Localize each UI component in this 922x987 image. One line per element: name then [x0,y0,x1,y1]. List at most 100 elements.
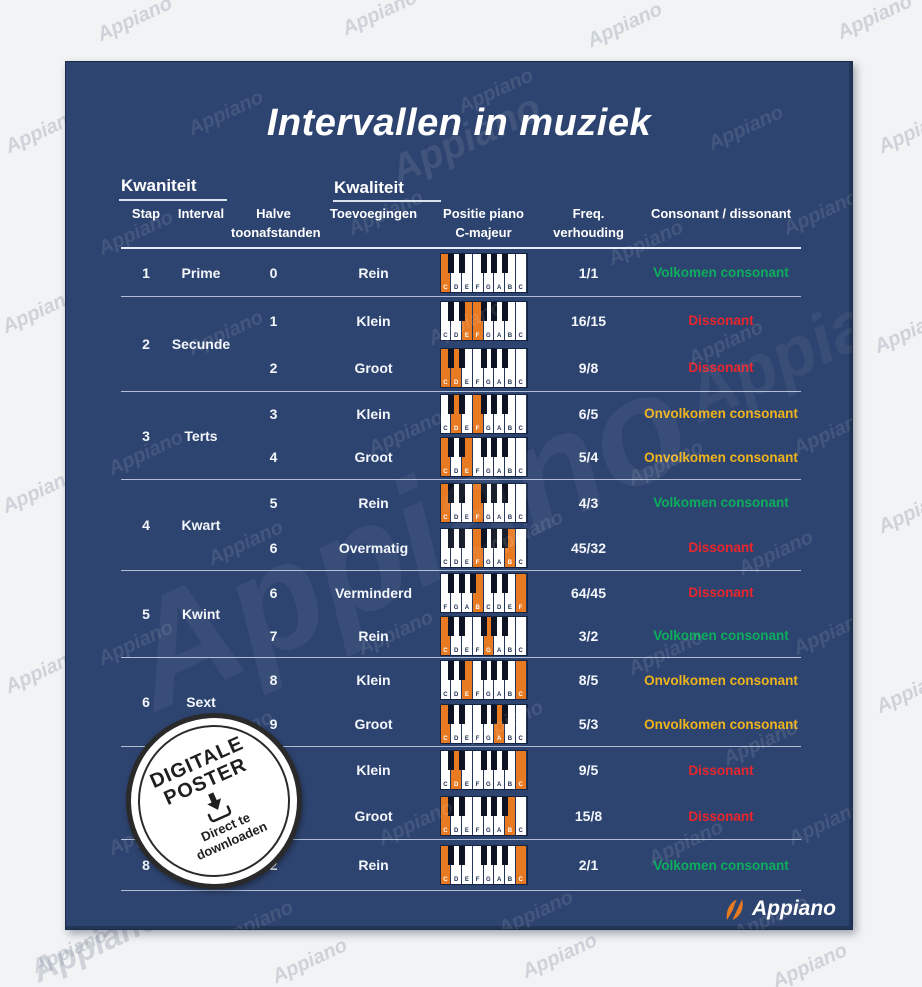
col-header-interval: Interval [177,206,225,221]
piano-key-B: B [505,797,516,835]
piano-key-label: F [475,425,480,432]
piano-black-key [502,846,508,865]
piano-key-label: G [486,782,491,788]
piano-key-E: E [462,797,473,835]
piano-black-key [459,751,465,770]
piano-black-key [502,301,508,321]
table-row: 6 Verminderd F G A B C D E F 64/45 Dissonant [231,571,801,614]
piano-black-key [459,573,465,593]
piano-key-F: F [472,705,484,743]
piano-black-key [480,394,487,414]
halve-toonafstanden-cell: 9 [269,716,278,732]
piano-key-label: D [453,782,459,788]
toevoeging-cell: Groot [354,716,393,732]
piano-key-G: G [483,301,495,340]
piano-key-D: D [451,528,462,567]
piano-key-C: C [515,438,527,477]
col-header-positie-line1: Positie piano [443,206,524,221]
piano-black-key [491,253,498,273]
piano-key-label: G [486,332,491,339]
table-row: 0 Rein C D E F G A B C 1/1 Volkomen consonant [231,249,801,296]
piano-black-key [480,253,487,273]
interval-cell: Sext [186,694,216,710]
stap-cell: 8 [142,857,150,873]
piano-key-label: C [443,332,448,339]
piano-black-key [459,253,465,273]
consonant-label: Volkomen consonant [653,628,789,643]
piano-key-label: F [475,514,480,521]
piano-key-G: G [483,483,495,522]
consonant-label: Dissonant [688,762,754,778]
piano-key-label: C [443,469,448,476]
piano-key-label: C [443,877,448,883]
piano-black-key [491,797,498,816]
piano-key-B: B [505,348,516,387]
freq-verhouding-cell: 9/5 [578,762,599,778]
piano-key-C: C [440,751,452,789]
piano-black-key [491,348,498,368]
appiano-logo-icon [726,899,743,920]
halve-toonafstanden-cell: 6 [269,584,278,601]
piano-key-G: G [483,661,495,699]
table-row: 4 Groot C D E F G A B C 5/4 Onvolkomen consonant [231,436,801,480]
sub-rows: 3 Klein C D E F G A B C 6/5 Onvolkomen consonant 4 Gr… [231,392,801,479]
piano-key-E: E [462,394,473,433]
intervals-table: 1 Prime 0 Rein C D E F G A B C 1/1 Volkomen consonant… [121,247,801,891]
piano-key-C: C [440,394,452,433]
piano-key-label: E [464,647,469,654]
piano-key-D: D [451,483,462,522]
piano-black-key [480,438,487,458]
piano-black-key [502,528,508,548]
col-header-toevoegingen: Toevoegingen [329,206,418,221]
piano-key-D: D [451,301,462,340]
consonant-label: Volkomen consonant [653,495,789,510]
consonant-label: Dissonant [688,585,754,600]
piano-key-label: D [453,736,459,742]
piano-key-E: E [462,438,473,477]
interval-cell: Secunde [171,336,231,352]
piano-key-G: G [483,394,495,433]
freq-verhouding-cell: 8/5 [578,672,599,688]
consonant-label: Dissonant [688,540,754,555]
piano-key-label: D [453,514,459,521]
piano-key-label: A [496,379,502,386]
consonant-label: Onvolkomen consonant [644,716,798,732]
halve-toonafstanden-cell: 5 [269,494,278,511]
piano-key-label: B [507,647,513,654]
col-header-halve-toonafstanden: Halve toonafstanden [231,205,321,243]
stap-cell: 5 [142,606,150,622]
piano-key-A: A [494,301,505,340]
piano-black-key [448,751,455,770]
col-header-freq-verhouding: Freq. verhouding [553,206,624,240]
piano-key-label: C [443,828,448,834]
piano-key-label: G [486,284,491,291]
consonant-label: Onvolkomen consonant [644,406,798,422]
piano-key-label: G [486,379,491,386]
piano-key-G: G [483,438,495,477]
piano-black-key [502,705,508,724]
piano-key-F: F [472,797,484,835]
piano-key-E: E [462,616,473,655]
piano-black-key [480,348,487,368]
piano-key-label: E [464,782,469,788]
piano-key-C: C [515,394,527,433]
piano-key-label: C [518,647,523,654]
piano-key-B: B [505,483,516,522]
piano-key-C: C [515,797,527,835]
piano-key-label: A [464,604,470,611]
piano-key-F: F [515,573,527,612]
stap-cell: 1 [142,264,150,281]
piano-key-B: B [505,528,516,567]
interval-cell: Terts [184,427,218,444]
table-row-group: 2 Secunde 1 Klein C D E F G A B C 16/15 Dissonant 2 Gro… [121,297,801,392]
piano-key-D: D [451,797,462,835]
watermark: Appiano [93,0,176,46]
table-row: 3 Klein C D E F G A B C 6/5 Onvolkomen consonant [231,392,801,436]
piano-key-D: D [451,253,462,292]
